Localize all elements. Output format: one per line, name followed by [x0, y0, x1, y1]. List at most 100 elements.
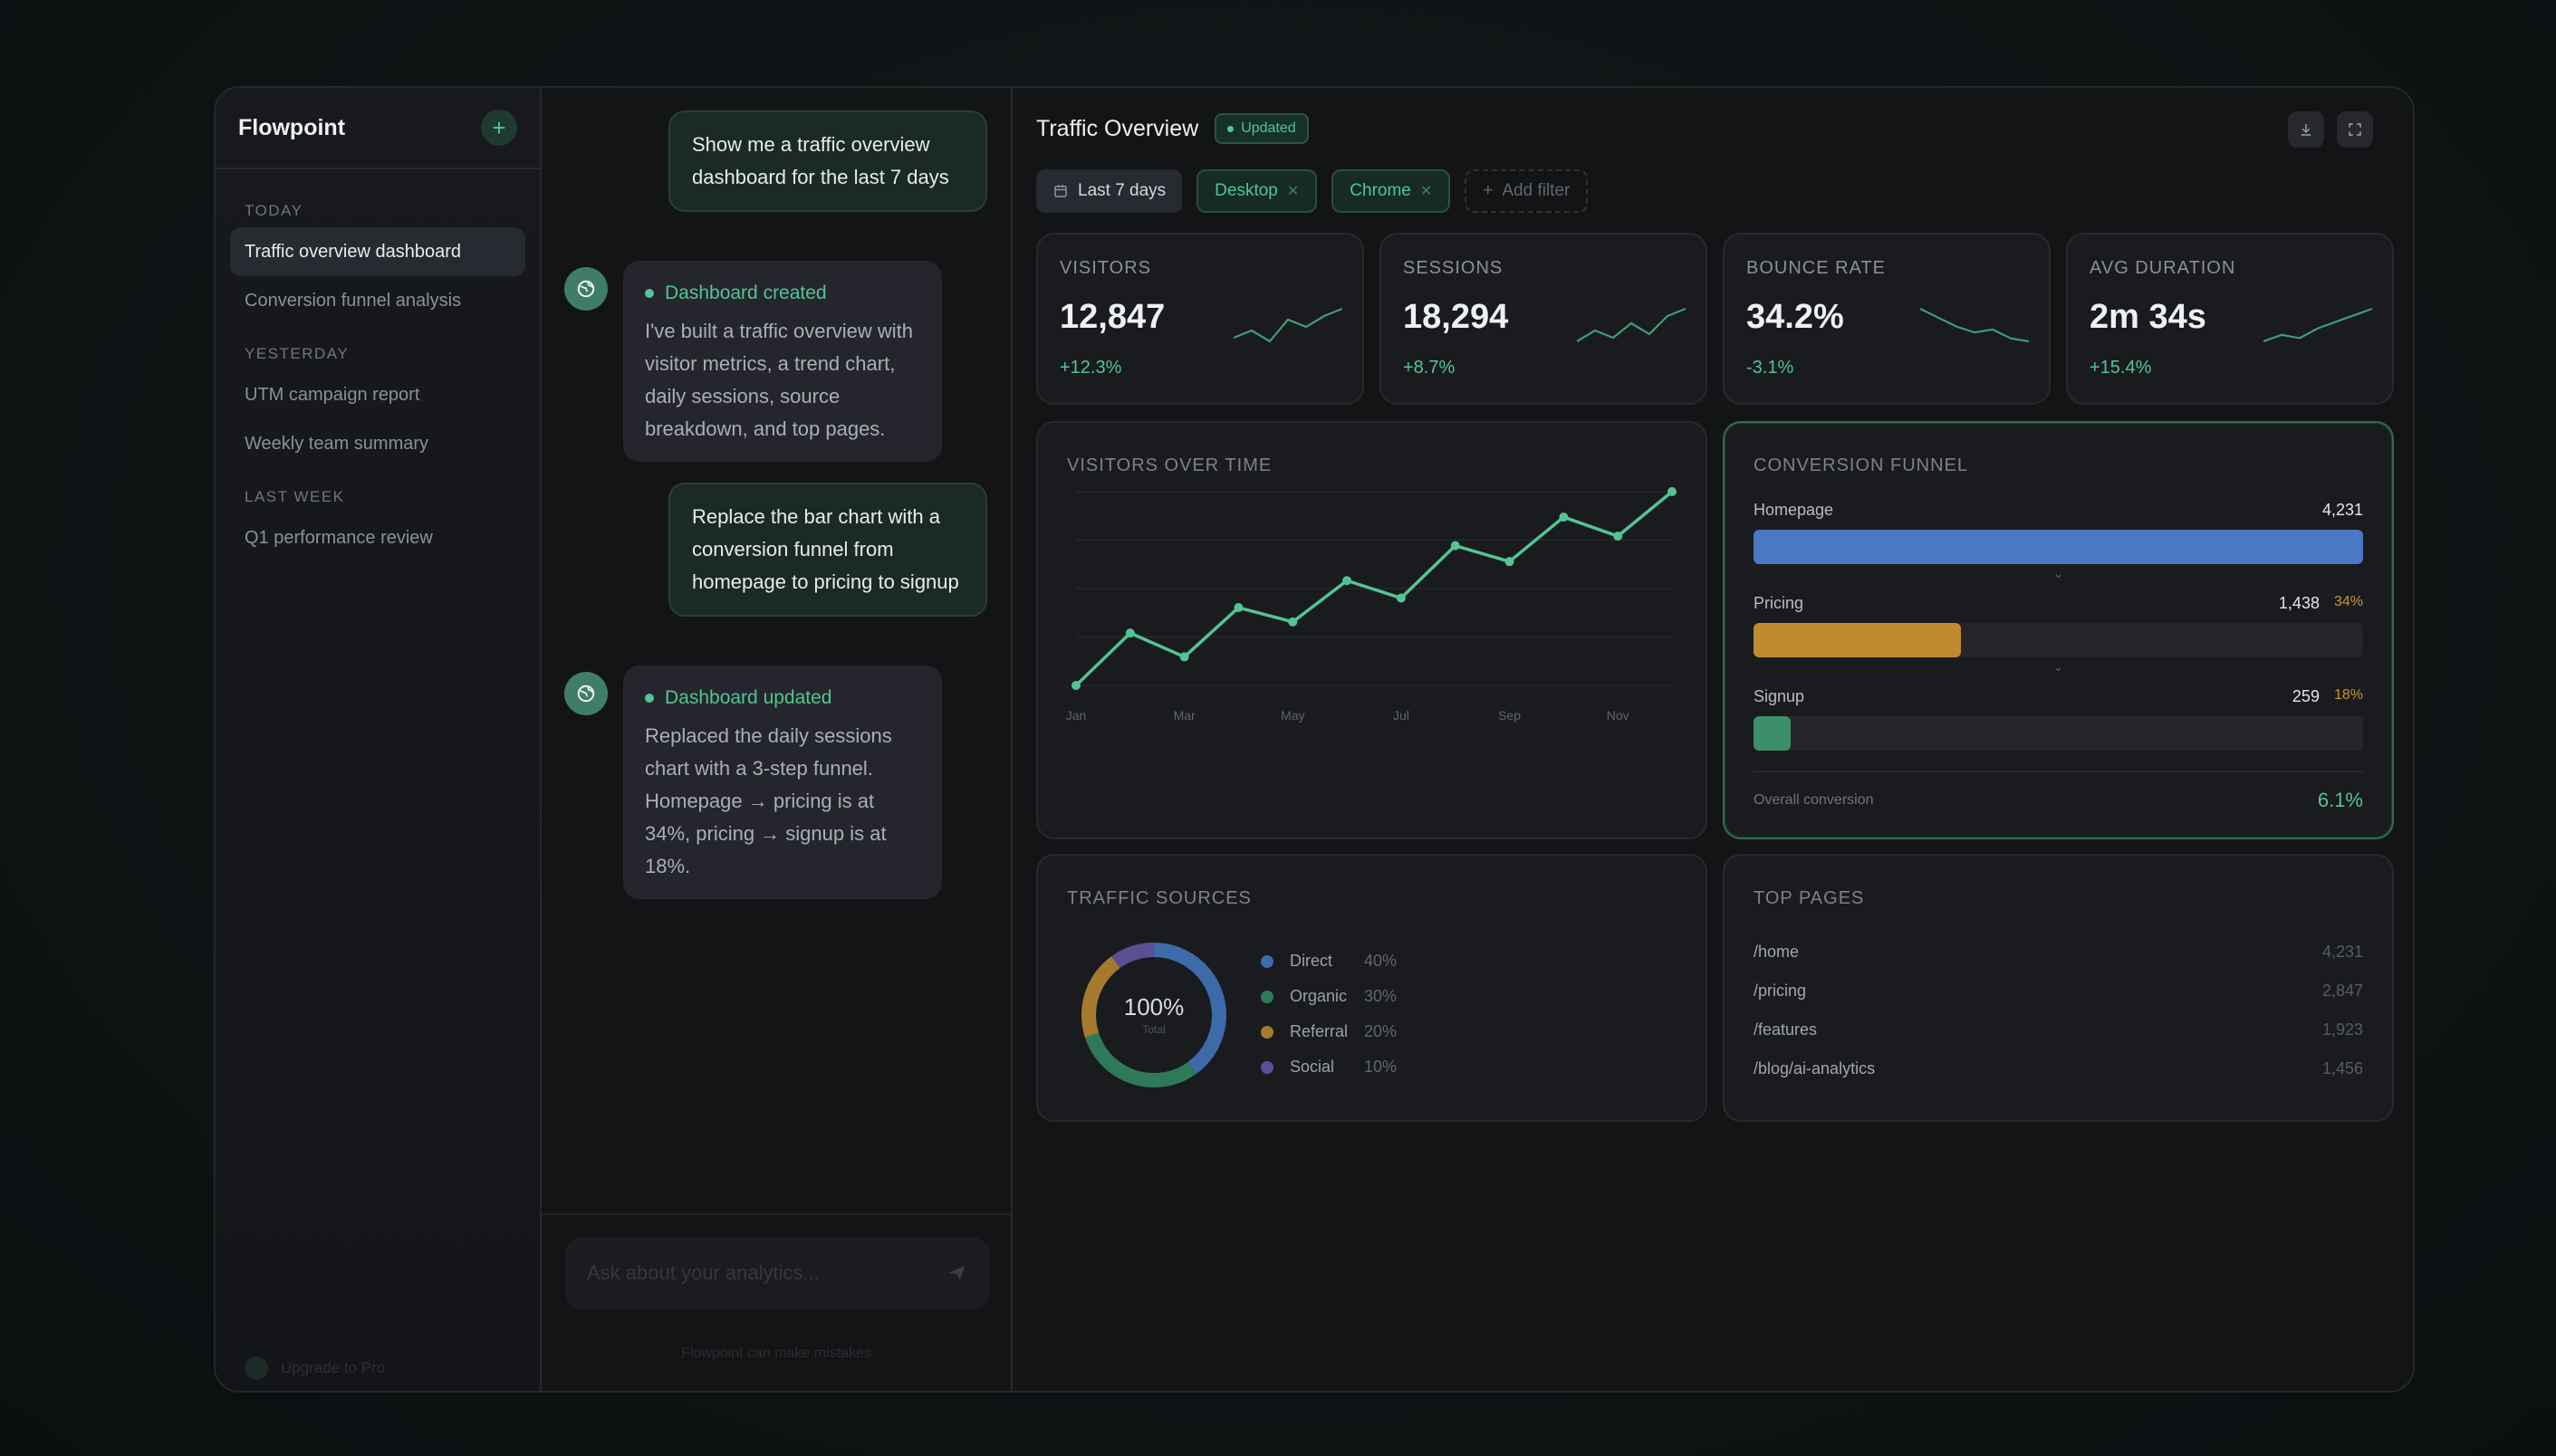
funnel-step-name: Pricing: [1754, 594, 1804, 612]
assistant-status: Dashboard created: [645, 277, 920, 310]
expand-button[interactable]: [2337, 111, 2373, 148]
sidebar-item-q1-review[interactable]: Q1 performance review: [245, 527, 433, 548]
legend-item-referral: Referral 20%: [1261, 1022, 1397, 1041]
x-tick-label: Jul: [1393, 708, 1409, 723]
x-tick-label: Jan: [1066, 708, 1087, 723]
close-icon[interactable]: ✕: [1419, 184, 1433, 199]
legend-pct: 20%: [1364, 1022, 1398, 1040]
status-dot: [645, 694, 654, 703]
sidebar-item-conversion-funnel[interactable]: Conversion funnel analysis: [245, 290, 462, 311]
kpi-label: VISITORS: [1060, 258, 1151, 278]
data-point[interactable]: [1125, 628, 1135, 638]
kpi-card-visitors: VISITORS 12,847 +12.3%: [1036, 233, 1364, 405]
x-tick-label: Sep: [1498, 708, 1521, 723]
kpi-value: 12,847: [1060, 298, 1166, 336]
data-point[interactable]: [1342, 576, 1352, 586]
status-badge: Updated: [1215, 113, 1309, 144]
legend-swatch: [1261, 990, 1273, 1003]
funnel-step-signup: Signup 259 18%: [1754, 687, 2363, 751]
funnel-step-count: 1,438: [2278, 594, 2320, 612]
date-range-label: Last 7 days: [1078, 181, 1167, 200]
overall-conversion-label: Overall conversion: [1754, 792, 1874, 808]
data-point[interactable]: [1504, 557, 1514, 567]
legend-swatch: [1261, 1060, 1273, 1074]
sidebar-section-today: TODAY: [245, 202, 303, 219]
footer-user-label: Upgrade to Pro: [281, 1359, 386, 1376]
data-point[interactable]: [1613, 532, 1623, 541]
page-row[interactable]: /blog/ai-analytics 1,456: [1754, 1059, 2363, 1078]
data-point[interactable]: [1450, 541, 1460, 551]
sidebar: Flowpoint + TODAY Traffic overview dashb…: [216, 88, 542, 1391]
top-pages-card: TOP PAGES /home 4,231 /pricing 2,847 /feat…: [1723, 854, 2394, 1122]
dashboard-panel: Traffic Overview Updated Last 7 days Des…: [1013, 88, 2413, 1391]
user-message: Show me a traffic overview dashboard for…: [668, 110, 987, 212]
assistant-message: Dashboard updated Replaced the daily ses…: [623, 666, 942, 899]
data-point[interactable]: [1396, 593, 1406, 603]
donut-slice[interactable]: [1081, 943, 1226, 1087]
chat-input[interactable]: [587, 1261, 931, 1285]
data-point[interactable]: [1071, 681, 1081, 690]
sidebar-item-traffic-overview[interactable]: Traffic overview dashboard: [230, 227, 525, 276]
globe-icon: [577, 280, 595, 298]
legend-name: Social: [1290, 1058, 1335, 1076]
assistant-message-text: I've built a traffic overview with visit…: [645, 320, 914, 440]
funnel-bar-track: [1754, 623, 2363, 657]
add-filter-label: Add filter: [1502, 181, 1571, 200]
sidebar-item-weekly-summary[interactable]: Weekly team summary: [245, 433, 429, 454]
legend-item-social: Social 10%: [1261, 1058, 1397, 1077]
page-path: /blog/ai-analytics: [1754, 1059, 1876, 1078]
sidebar-section-last-week: LAST WEEK: [245, 488, 345, 505]
data-point[interactable]: [1288, 617, 1298, 627]
traffic-sources-card: TRAFFIC SOURCES 100% Total Direct 40% Org…: [1036, 854, 1707, 1122]
donut-slice[interactable]: [1081, 943, 1226, 1087]
conversion-funnel-card: CONVERSION FUNNEL Homepage 4,231 ⌄ Pricin…: [1723, 421, 2394, 839]
send-icon[interactable]: [946, 1262, 967, 1284]
chart-title: VISITORS OVER TIME: [1067, 455, 1273, 475]
page-path: /home: [1754, 943, 1800, 961]
sidebar-section-yesterday: YESTERDAY: [245, 345, 350, 362]
donut-center-label: Total: [1142, 1023, 1166, 1036]
filter-tag-label: Desktop: [1215, 181, 1278, 200]
dashboard-header: Traffic Overview Updated: [1036, 88, 2389, 169]
data-point[interactable]: [1667, 487, 1677, 496]
data-point[interactable]: [1559, 512, 1569, 522]
assistant-avatar: [564, 267, 608, 311]
sidebar-footer[interactable]: Upgrade to Pro: [216, 1346, 540, 1391]
download-icon: [2301, 124, 2311, 136]
legend-swatch: [1261, 954, 1273, 968]
funnel-step-pct: 18%: [2333, 687, 2363, 703]
data-point[interactable]: [1234, 603, 1244, 613]
page-row[interactable]: /features 1,923: [1754, 1020, 2363, 1039]
filter-tag-desktop[interactable]: Desktop ✕: [1196, 169, 1318, 213]
donut-slice[interactable]: [1081, 943, 1226, 1087]
legend-name: Direct: [1290, 952, 1333, 970]
assistant-status: Dashboard updated: [645, 682, 920, 714]
kpi-value: 34.2%: [1746, 298, 1844, 336]
new-chat-button[interactable]: +: [481, 110, 517, 146]
app-window: Flowpoint + TODAY Traffic overview dashb…: [214, 86, 2415, 1393]
close-icon[interactable]: ✕: [1286, 184, 1300, 199]
sidebar-item-utm-campaign[interactable]: UTM campaign report: [245, 384, 420, 405]
funnel-bar-track: [1754, 716, 2363, 751]
date-range-filter[interactable]: Last 7 days: [1036, 169, 1183, 213]
series-line: [1074, 490, 1674, 687]
page-path: /features: [1754, 1020, 1818, 1039]
visitors-line-chart: Jan Mar May Jul Sep Nov: [1066, 487, 1677, 723]
page-row[interactable]: /home 4,231: [1754, 943, 2363, 962]
assistant-message: Dashboard created I've built a traffic o…: [623, 261, 942, 462]
kpi-value: 18,294: [1403, 298, 1509, 336]
legend-pct: 30%: [1364, 987, 1398, 1005]
x-tick-label: Nov: [1607, 708, 1629, 723]
kpi-label: AVG DURATION: [2090, 258, 2236, 278]
download-button[interactable]: [2288, 111, 2324, 148]
sparkline: [2263, 307, 2372, 343]
page-row[interactable]: /pricing 2,847: [1754, 982, 2363, 1001]
data-point[interactable]: [1179, 652, 1189, 662]
sidebar-header: Flowpoint +: [216, 88, 540, 169]
chat-divider: [542, 1213, 1011, 1215]
sparkline-path: [2263, 307, 2372, 343]
add-filter-button[interactable]: + Add filter: [1465, 169, 1589, 213]
filter-tag-chrome[interactable]: Chrome ✕: [1331, 169, 1451, 213]
filter-tag-label: Chrome: [1350, 181, 1411, 200]
x-tick-label: Mar: [1174, 708, 1196, 723]
